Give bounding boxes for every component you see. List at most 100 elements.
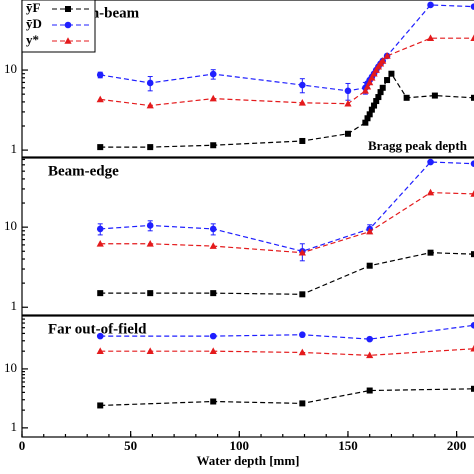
x-tick-label: 150	[338, 438, 358, 453]
marker	[209, 94, 217, 102]
marker	[97, 144, 104, 151]
marker	[299, 400, 306, 407]
plot-frame	[21, 157, 474, 316]
y-tick-label: 10	[4, 360, 17, 375]
marker	[388, 70, 395, 77]
marker	[362, 119, 369, 126]
marker	[379, 84, 386, 91]
marker	[210, 290, 217, 297]
legend-box	[21, 0, 96, 53]
marker	[426, 188, 435, 196]
marker	[299, 331, 306, 339]
x-tick-label: 200	[447, 438, 467, 453]
panel-title: Far out-of-field	[48, 321, 147, 337]
plot-area	[96, 1, 474, 151]
marker	[96, 332, 104, 340]
marker	[379, 57, 387, 64]
marker	[470, 160, 474, 167]
marker	[368, 74, 376, 81]
x-axis-label: Water depth [mm]	[196, 453, 299, 468]
marker	[146, 239, 154, 247]
marker	[366, 111, 373, 118]
marker	[471, 251, 474, 258]
y-tick-label: 10	[4, 61, 17, 76]
x-tick-label: 50	[124, 438, 137, 453]
marker	[96, 239, 104, 247]
marker	[299, 291, 306, 298]
y-tick-label: 1	[11, 141, 18, 156]
marker	[209, 347, 217, 354]
marker	[427, 158, 434, 166]
marker	[344, 99, 352, 107]
legend-label: ȳF	[26, 0, 41, 15]
marker	[209, 242, 217, 249]
marker	[64, 21, 72, 29]
marker	[470, 34, 474, 41]
plot-area	[96, 321, 474, 409]
marker	[403, 94, 410, 101]
annotation: Bragg peak depth	[368, 138, 468, 153]
marker	[361, 87, 369, 94]
marker	[471, 94, 474, 101]
marker	[366, 78, 374, 86]
marker	[427, 249, 434, 256]
marker	[470, 3, 474, 10]
marker	[366, 335, 373, 343]
marker	[344, 87, 352, 95]
marker	[373, 98, 380, 105]
marker	[298, 248, 306, 256]
marker	[210, 398, 217, 405]
marker	[470, 321, 474, 329]
marker	[366, 227, 374, 235]
x-tick-label: 100	[230, 438, 250, 453]
plot-frame	[21, 315, 474, 438]
y-tick-label: 1	[11, 298, 18, 313]
marker	[96, 225, 104, 233]
marker	[147, 144, 154, 151]
marker	[298, 348, 306, 356]
legend-label: y*	[26, 32, 39, 47]
marker	[64, 37, 72, 44]
marker	[146, 79, 154, 87]
marker	[470, 190, 474, 197]
marker	[146, 347, 154, 354]
marker	[371, 102, 378, 109]
marker	[366, 262, 373, 269]
panel-title: In-beam	[85, 5, 140, 21]
legend-label: ȳD	[26, 16, 42, 31]
marker	[363, 82, 372, 90]
marker	[210, 142, 217, 149]
panel-title: Beam-edge	[48, 163, 119, 179]
marker	[384, 77, 391, 84]
marker	[383, 52, 391, 59]
marker	[426, 34, 435, 41]
series-line	[100, 37, 474, 107]
marker	[96, 347, 104, 354]
marker	[209, 225, 217, 233]
marker	[368, 106, 375, 113]
marker	[366, 387, 373, 394]
marker	[209, 70, 217, 78]
marker	[366, 351, 374, 359]
marker	[370, 69, 378, 77]
marker	[470, 344, 474, 352]
series-line	[100, 4, 474, 92]
marker	[147, 290, 154, 297]
marker	[209, 332, 217, 340]
series-line	[100, 324, 474, 340]
series-line	[100, 72, 474, 148]
marker	[364, 115, 371, 122]
series-line	[100, 161, 474, 252]
plot-frame	[21, 0, 474, 158]
series-line	[100, 348, 474, 356]
series-line	[100, 388, 474, 407]
marker	[372, 66, 380, 73]
marker	[96, 71, 104, 79]
marker	[96, 95, 104, 103]
y-tick-label: 1	[11, 419, 18, 434]
marker	[97, 402, 104, 409]
marker	[471, 385, 474, 392]
x-tick-label: 0	[19, 438, 26, 453]
y-tick-label: 10	[4, 218, 17, 233]
